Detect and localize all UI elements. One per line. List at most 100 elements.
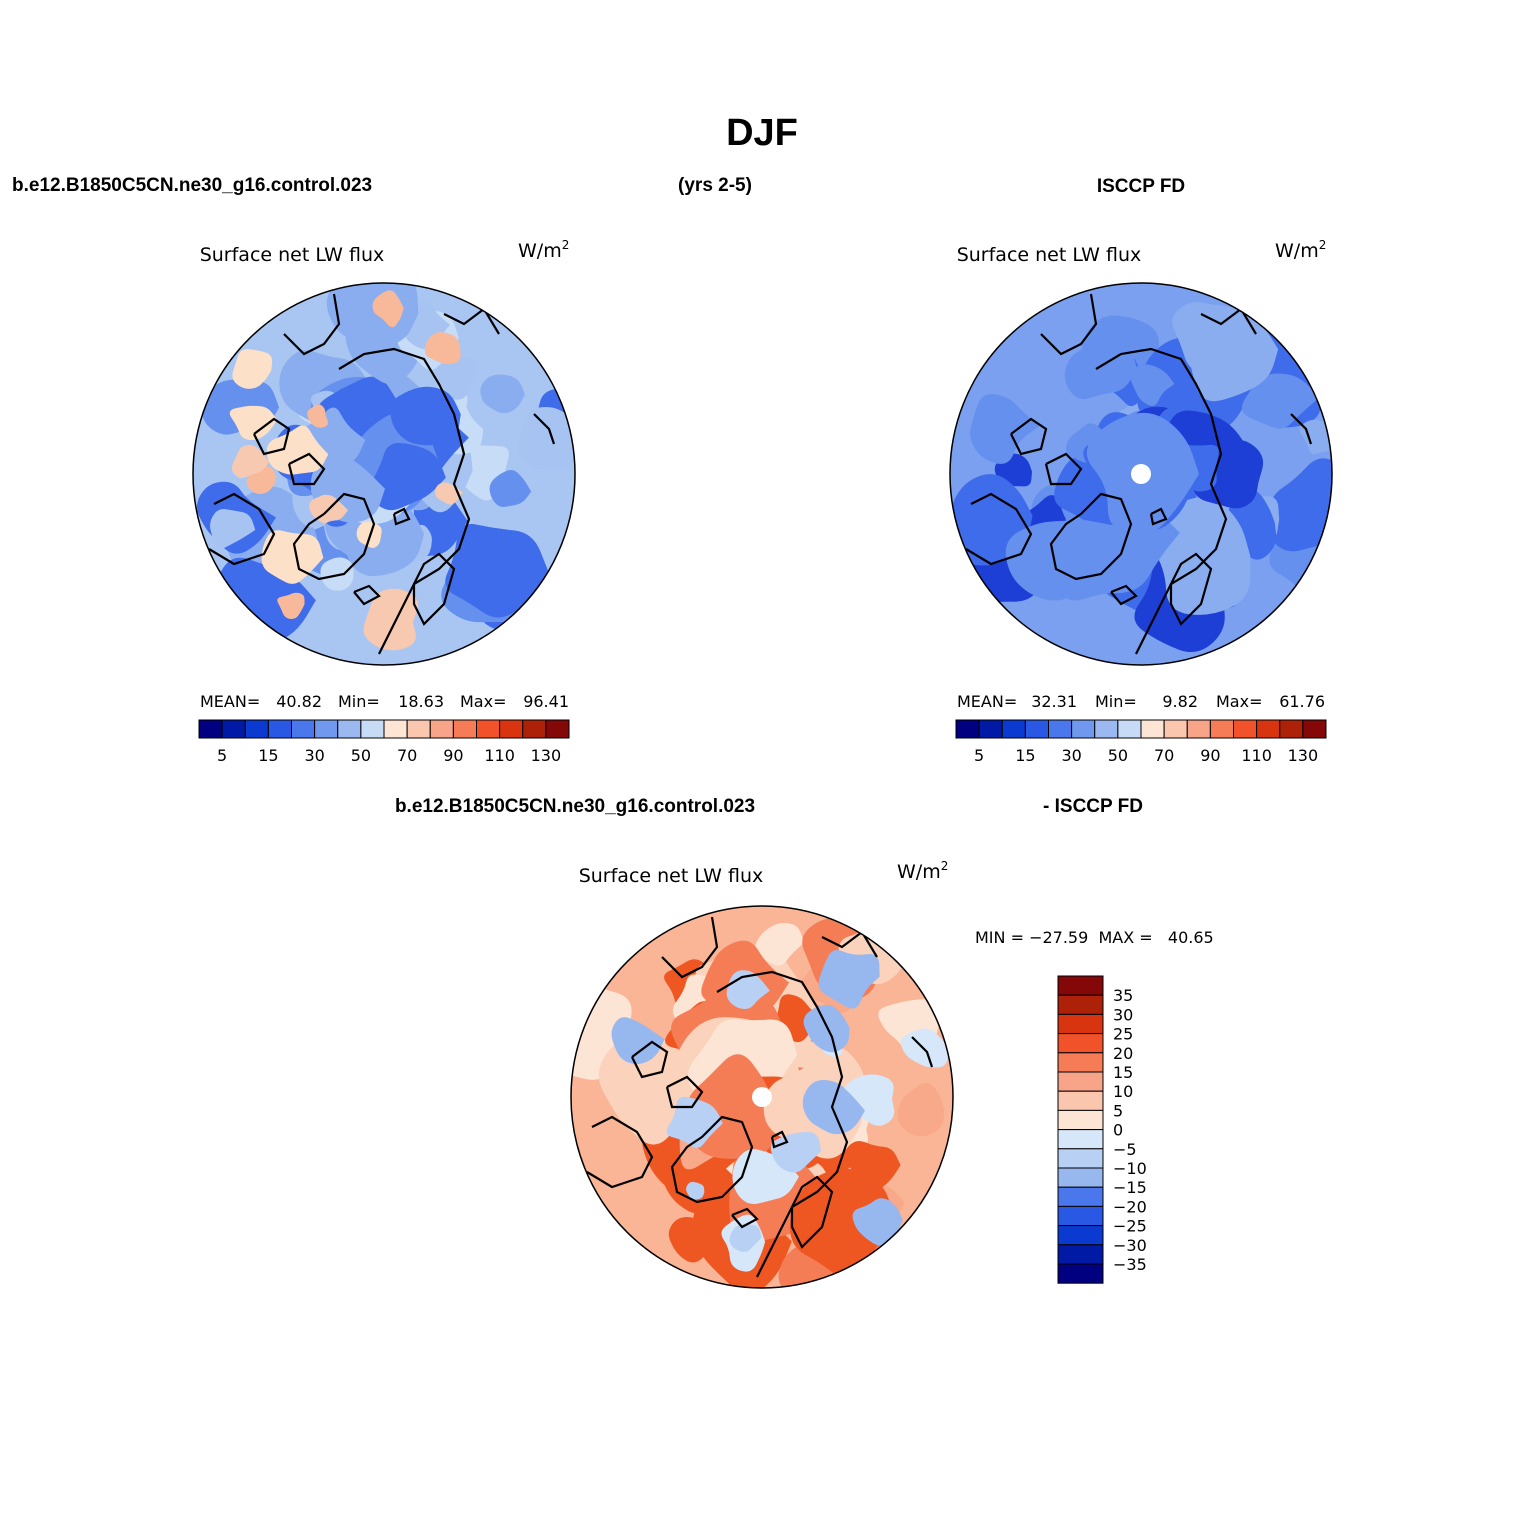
field-contour [1241, 373, 1320, 429]
colorbar-swatch [1057, 1225, 1104, 1246]
obs-pole-hole [1131, 464, 1151, 484]
field-contour [369, 443, 446, 511]
colorbar-swatch [545, 719, 570, 739]
model-variable-label: Surface net LW flux [200, 244, 385, 266]
coastline [287, 452, 326, 486]
field-contour [770, 1131, 822, 1173]
field-contour [229, 405, 278, 441]
coastline [1290, 413, 1313, 445]
coastline [661, 916, 719, 979]
diff-units-label: W/m2 [897, 859, 948, 883]
obs-map [949, 282, 1333, 666]
coastline [208, 492, 276, 566]
coastline [1095, 347, 1228, 655]
coastline [965, 492, 1033, 566]
field-contour [729, 1224, 762, 1252]
colorbar-swatch [1057, 1186, 1104, 1207]
colorbar-swatch [429, 719, 454, 739]
field-contour [372, 290, 404, 328]
colorbar-swatch [1057, 1071, 1104, 1092]
obs-max-value: 61.76 [1279, 692, 1325, 711]
colorbar-swatch [1057, 994, 1104, 1015]
colorbar-tick-label: 70 [1154, 746, 1174, 765]
field-contour [390, 386, 461, 446]
colorbar-swatch [1256, 719, 1281, 739]
field-contour [320, 557, 354, 591]
colorbar-tick-label: 10 [1113, 1082, 1133, 1101]
coastline [770, 1130, 789, 1149]
obs-min-label: Min= [1095, 692, 1137, 711]
coastline [731, 1207, 759, 1229]
field-contour [668, 1216, 711, 1263]
colorbar-swatch [1057, 1033, 1104, 1054]
colorbar-swatch [1057, 1090, 1104, 1111]
coastline [1169, 552, 1213, 626]
coastline [1200, 307, 1257, 335]
colorbar-tick-label: 30 [1061, 746, 1081, 765]
colorbar-tick-label: 110 [1241, 746, 1272, 765]
colorbar-tick-label: 15 [1113, 1063, 1133, 1082]
colorbar-swatch [198, 719, 223, 739]
colorbar-swatch [1024, 719, 1049, 739]
field-contour [1299, 419, 1332, 455]
coastline [790, 1175, 834, 1249]
field-contour [261, 530, 324, 584]
colorbar-swatch [1117, 719, 1142, 739]
colorbar-swatch [1163, 719, 1188, 739]
coastline [1110, 584, 1138, 606]
colorbar-swatch [978, 719, 1003, 739]
colorbar-swatch [1302, 719, 1327, 739]
field-contour [424, 332, 461, 365]
colorbar-swatch [1209, 719, 1234, 739]
field-contour [818, 950, 880, 1009]
colorbar-swatch [1057, 1205, 1104, 1227]
colorbar-swatch [1057, 975, 1104, 996]
colorbar-swatch [1279, 719, 1304, 739]
coastline [283, 293, 341, 356]
colorbar-swatch [499, 719, 524, 739]
model-min-value: 18.63 [398, 692, 444, 711]
coastline [338, 347, 471, 655]
colorbar-tick-label: 50 [351, 746, 371, 765]
diff-stats: MIN = −27.59 MAX = 40.65 [975, 928, 1214, 947]
coastline [1149, 507, 1168, 526]
field-contour [897, 1082, 945, 1137]
field-contour [1188, 304, 1279, 402]
colorbar-tick-label: 5 [217, 746, 227, 765]
field-contour [266, 425, 329, 475]
diff-variable-label: Surface net LW flux [579, 865, 764, 887]
colorbar-swatch [452, 719, 477, 739]
colorbar-swatch [1057, 1052, 1104, 1073]
colorbar-swatch [314, 719, 339, 739]
colorbar-tick-label: 5 [1113, 1101, 1123, 1120]
colorbar-swatch [1233, 719, 1258, 739]
obs-colorbar: 5 15 30 50 70 90 110 130 [955, 719, 1327, 765]
years-label: (yrs 2-5) [678, 175, 752, 196]
model-mean-label: MEAN= [200, 692, 260, 711]
colorbar-swatch [1057, 1167, 1104, 1188]
field-contour [970, 393, 1040, 464]
obs-units-label: W/m2 [1275, 238, 1326, 262]
colorbar-tick-label: 90 [1200, 746, 1220, 765]
coastline [1049, 492, 1133, 581]
colorbar-tick-label: 0 [1113, 1121, 1123, 1140]
obs-name-label: ISCCP FD [1097, 176, 1185, 197]
coastline [586, 1115, 654, 1189]
diff-map [570, 905, 954, 1289]
colorbar-swatch [1001, 719, 1026, 739]
colorbar-swatch [1057, 1263, 1104, 1284]
colorbar-swatch [360, 719, 385, 739]
obs-mean-value: 32.31 [1031, 692, 1077, 711]
colorbar-swatch [1048, 719, 1073, 739]
field-contour [611, 1017, 665, 1065]
diff-pole-hole [752, 1087, 772, 1107]
obs-max-label: Max= [1216, 692, 1262, 711]
colorbar-tick-label: 90 [443, 746, 463, 765]
field-contour [1130, 364, 1175, 406]
colorbar-tick-label: −5 [1113, 1140, 1137, 1159]
model-stats: MEAN= 40.82 Min= 18.63 Max= 96.41 [200, 692, 569, 711]
field-contour [326, 283, 419, 347]
colorbar-swatch [267, 719, 292, 739]
